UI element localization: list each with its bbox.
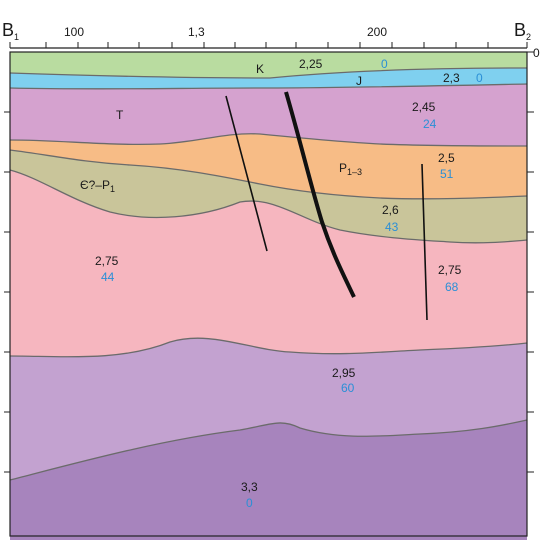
velocity-label-j: 0 [476,71,483,85]
velocity-label-t: 24 [423,117,437,131]
layer-3-3-fill [10,420,527,540]
velocity-label-basement-east: 68 [445,280,459,294]
layer-2-95-fill [10,338,527,480]
x-tick-label-200: 200 [367,25,387,39]
velocity-label-k: 0 [381,57,388,71]
section-frame [9,51,528,537]
fault-line-main [284,91,356,298]
density-label-k: 2,25 [299,57,323,71]
density-label-3-3: 3,3 [241,480,258,494]
fault-line-east [421,163,428,321]
age-label-p13: P1–3 [339,161,362,177]
age-label-cambrian-permian: Є?–P1 [80,178,115,194]
density-label-cp: 2,6 [382,203,399,217]
top-axis-ticks [9,42,528,48]
layer-k-fill [10,52,527,78]
velocity-label-3-3: 0 [246,496,253,510]
layer-p13-fill [10,133,527,199]
velocity-label-2-95: 60 [341,381,355,395]
density-label-basement-west: 2,75 [95,254,119,268]
density-label-j: 2,3 [443,71,460,85]
fault-line-west [225,95,268,252]
right-axis-ticks [527,51,534,473]
age-label-j: J [356,74,362,88]
layer-2-75-fill [10,170,527,357]
age-label-t: T [116,108,124,122]
velocity-label-cp: 43 [385,220,399,234]
density-label-2-95: 2,95 [332,366,356,380]
density-label-basement-east: 2,75 [438,263,462,277]
velocity-label-p13: 51 [440,167,454,181]
profile-end-label: B2 [514,20,531,42]
velocity-label-basement-west: 44 [101,270,115,284]
density-label-p13: 2,5 [438,151,455,165]
profile-start-label: B1 [2,20,19,42]
age-label-k: K [256,62,264,76]
layer-boundaries [9,67,528,481]
layer-t-fill [10,84,527,146]
x-tick-label-1-3: 1,3 [188,25,205,39]
left-axis-ticks [4,111,10,473]
depth-tick-label-0: 0 [533,46,540,60]
layer-cp-fill [10,150,527,243]
density-label-t: 2,45 [412,100,436,114]
x-tick-label-100: 100 [64,25,84,39]
